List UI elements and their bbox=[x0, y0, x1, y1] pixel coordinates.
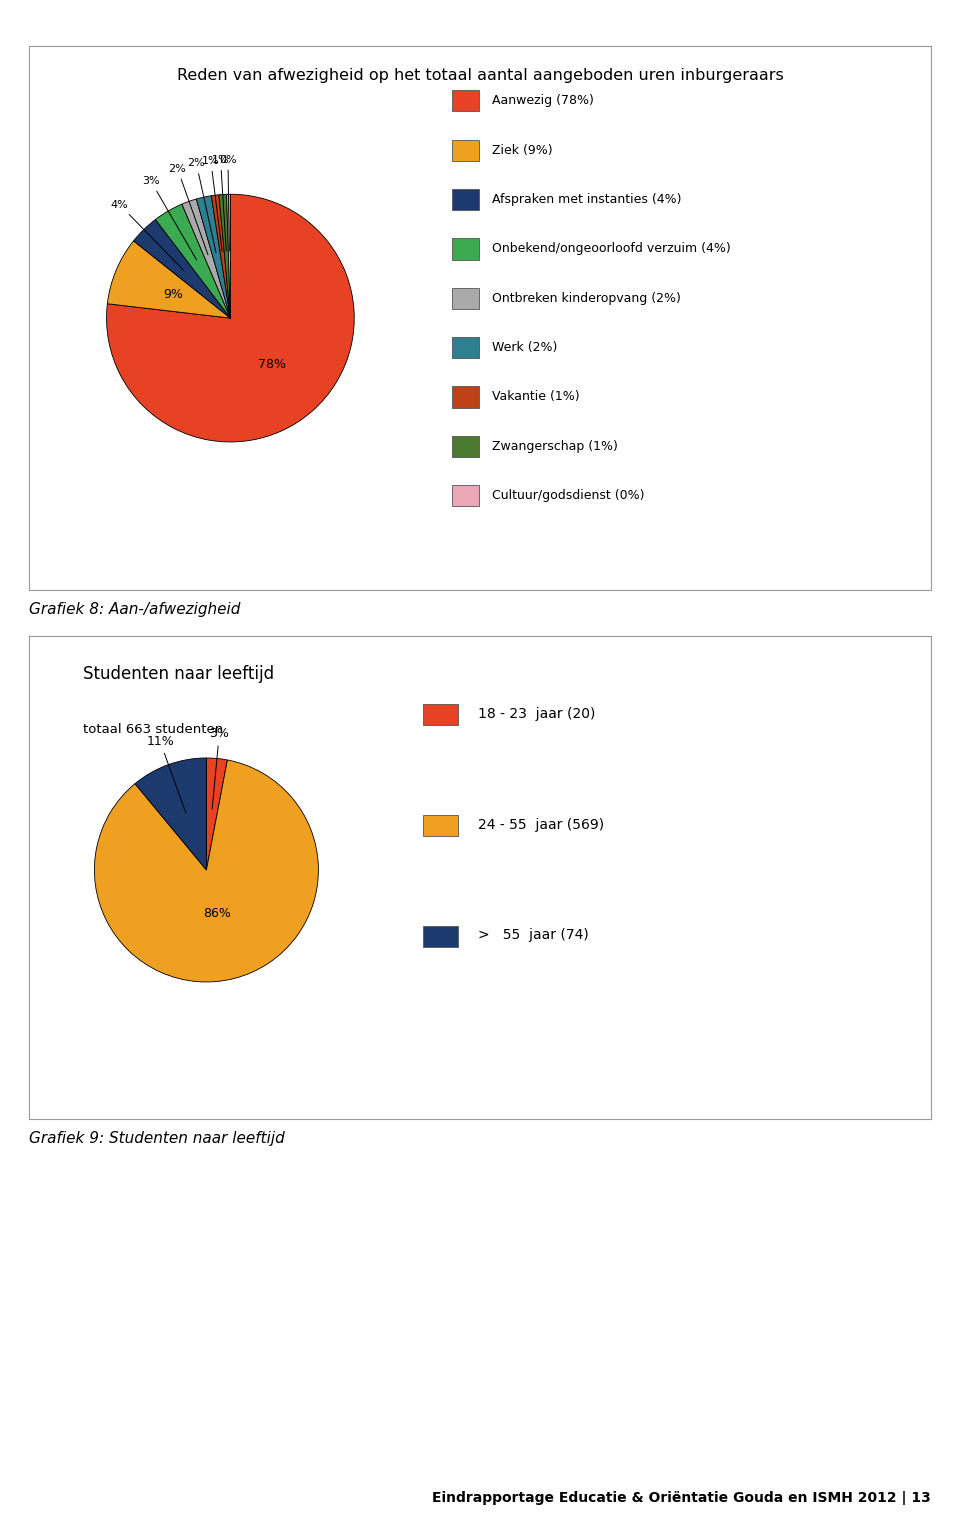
Bar bbox=[451, 140, 479, 161]
Text: Studenten naar leeftijd: Studenten naar leeftijd bbox=[83, 665, 274, 684]
Wedge shape bbox=[219, 195, 230, 319]
Text: Ziek (9%): Ziek (9%) bbox=[492, 144, 552, 156]
Bar bbox=[451, 484, 479, 506]
Text: 4%: 4% bbox=[110, 199, 183, 270]
Text: Aanwezig (78%): Aanwezig (78%) bbox=[492, 95, 593, 107]
Wedge shape bbox=[94, 760, 319, 983]
Text: 78%: 78% bbox=[257, 357, 285, 371]
Wedge shape bbox=[107, 195, 354, 442]
Text: 3%: 3% bbox=[209, 728, 229, 809]
Text: 0%: 0% bbox=[219, 155, 237, 251]
Text: 9%: 9% bbox=[163, 288, 183, 300]
Text: Cultuur/godsdienst (0%): Cultuur/godsdienst (0%) bbox=[492, 489, 644, 503]
Wedge shape bbox=[197, 196, 230, 319]
Text: 86%: 86% bbox=[204, 908, 231, 920]
Text: 11%: 11% bbox=[146, 734, 185, 812]
Text: 3%: 3% bbox=[142, 176, 197, 261]
Text: Ontbreken kinderopvang (2%): Ontbreken kinderopvang (2%) bbox=[492, 291, 681, 305]
Text: 2%: 2% bbox=[169, 164, 208, 254]
Bar bbox=[451, 189, 479, 210]
Bar bbox=[422, 926, 458, 947]
Text: 18 - 23  jaar (20): 18 - 23 jaar (20) bbox=[478, 707, 595, 721]
Bar bbox=[451, 337, 479, 359]
Text: >   55  jaar (74): > 55 jaar (74) bbox=[478, 929, 588, 943]
Bar bbox=[422, 704, 458, 725]
Text: 1%: 1% bbox=[202, 156, 222, 251]
Bar bbox=[451, 288, 479, 308]
Text: Onbekend/ongeoorloofd verzuim (4%): Onbekend/ongeoorloofd verzuim (4%) bbox=[492, 242, 731, 256]
Text: 2%: 2% bbox=[187, 158, 216, 253]
Text: Grafiek 9: Studenten naar leeftijd: Grafiek 9: Studenten naar leeftijd bbox=[29, 1131, 284, 1147]
Text: 1%: 1% bbox=[212, 155, 229, 251]
Bar bbox=[451, 435, 479, 457]
Wedge shape bbox=[108, 241, 230, 319]
Text: Zwangerschap (1%): Zwangerschap (1%) bbox=[492, 440, 617, 452]
Wedge shape bbox=[135, 757, 206, 869]
Bar bbox=[422, 814, 458, 837]
Bar bbox=[451, 386, 479, 408]
Text: Grafiek 8: Aan-/afwezigheid: Grafiek 8: Aan-/afwezigheid bbox=[29, 602, 240, 618]
Wedge shape bbox=[133, 219, 230, 319]
Wedge shape bbox=[211, 195, 230, 319]
Wedge shape bbox=[206, 757, 228, 869]
Text: totaal 663 studenten: totaal 663 studenten bbox=[83, 724, 223, 736]
Bar bbox=[451, 238, 479, 259]
Bar bbox=[451, 90, 479, 112]
Wedge shape bbox=[181, 199, 230, 319]
Text: Afspraken met instanties (4%): Afspraken met instanties (4%) bbox=[492, 193, 681, 205]
Wedge shape bbox=[227, 195, 230, 319]
Text: 24 - 55  jaar (569): 24 - 55 jaar (569) bbox=[478, 817, 604, 831]
Text: Vakantie (1%): Vakantie (1%) bbox=[492, 391, 579, 403]
Text: Eindrapportage Educatie & Oriëntatie Gouda en ISMH 2012 | 13: Eindrapportage Educatie & Oriëntatie Gou… bbox=[432, 1492, 931, 1505]
Text: Reden van afwezigheid op het totaal aantal aangeboden uren inburgeraars: Reden van afwezigheid op het totaal aant… bbox=[177, 67, 783, 83]
Wedge shape bbox=[156, 204, 230, 319]
Text: Werk (2%): Werk (2%) bbox=[492, 342, 557, 354]
